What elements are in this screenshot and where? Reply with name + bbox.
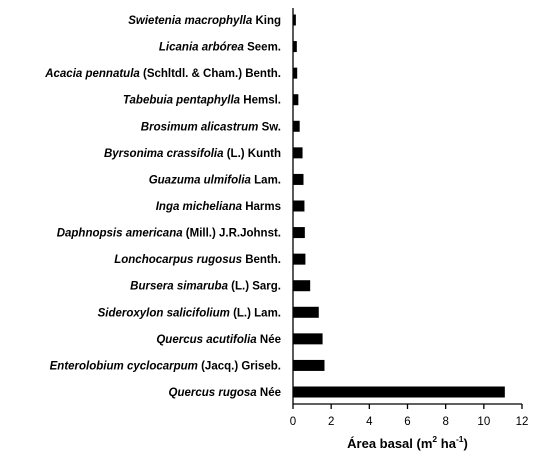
- category-label: Quercus acutifolia Née: [156, 334, 281, 346]
- category-label: Bursera simaruba (L.) Sarg.: [130, 281, 281, 293]
- bar: [293, 253, 306, 265]
- species-author: Seem.: [244, 42, 281, 54]
- x-ticks: 0 2 4 6 8 10 12: [290, 404, 529, 428]
- species-author: King: [252, 15, 281, 27]
- species-author: Sw.: [258, 121, 281, 133]
- species-author: (Schltdl. & Cham.) Benth.: [140, 68, 281, 80]
- species-name: Sideroxylon salicifolium: [98, 307, 230, 319]
- species-name: Quercus acutifolia: [156, 334, 257, 346]
- species-name: Acacia pennatula: [44, 68, 140, 80]
- bar: [293, 67, 298, 79]
- species-author: (L.) Lam.: [230, 307, 281, 319]
- species-author: Harms: [242, 201, 281, 213]
- bar: [293, 200, 305, 212]
- species-name: Daphnopsis americana: [57, 228, 184, 240]
- bar: [293, 227, 305, 239]
- bar: [293, 173, 304, 185]
- x-tick-label: 4: [366, 416, 373, 428]
- species-author: Née: [257, 387, 281, 399]
- bars-group: [293, 14, 505, 398]
- species-author: (L.) Kunth: [224, 148, 281, 160]
- bar: [293, 306, 319, 318]
- species-name: Brosimum alicastrum: [141, 121, 259, 133]
- species-name: Guazuma ulmifolia: [149, 174, 252, 186]
- bar: [293, 120, 300, 132]
- category-label: Quercus rugosa Née: [169, 387, 282, 399]
- bar: [293, 280, 311, 292]
- category-label: Licania arbórea Seem.: [159, 42, 281, 54]
- bar: [293, 147, 303, 159]
- species-name: Tabebuia pentaphylla: [123, 95, 241, 107]
- x-tick-label: 2: [328, 416, 334, 428]
- category-label: Daphnopsis americana (Mill.) J.R.Johnst.: [57, 228, 281, 240]
- species-author: (Jacq.) Griseb.: [198, 360, 281, 372]
- species-name: Byrsonima crassifolia: [104, 148, 224, 160]
- species-name: Enterolobium cyclocarpum: [50, 360, 198, 372]
- species-author: Benth.: [242, 254, 281, 266]
- x-tick-label: 8: [442, 416, 448, 428]
- species-author: Hemsl.: [240, 95, 281, 107]
- x-tick-label: 6: [404, 416, 410, 428]
- x-tick-label: 10: [477, 416, 490, 428]
- species-name: Swietenia macrophylla: [128, 15, 253, 27]
- category-label: Lonchocarpus rugosus Benth.: [114, 254, 281, 266]
- x-tick-label: 12: [516, 416, 529, 428]
- bar: [293, 386, 505, 398]
- category-label: Inga micheliana Harms: [156, 201, 281, 213]
- category-label: Brosimum alicastrum Sw.: [141, 121, 281, 133]
- species-author: Lam.: [251, 174, 281, 186]
- category-label: Enterolobium cyclocarpum (Jacq.) Griseb.: [50, 360, 281, 372]
- category-label: Sideroxylon salicifolium (L.) Lam.: [98, 307, 281, 319]
- bar: [293, 333, 323, 345]
- species-author: (L.) Sarg.: [228, 281, 281, 293]
- species-name: Quercus rugosa: [169, 387, 258, 399]
- category-label: Guazuma ulmifolia Lam.: [149, 174, 281, 186]
- species-name: Licania arbórea: [159, 42, 245, 54]
- bar: [293, 14, 296, 26]
- species-author: Née: [257, 334, 281, 346]
- x-tick-label: 0: [290, 416, 296, 428]
- category-labels: Swietenia macrophylla King Licania arbóre…: [44, 15, 281, 399]
- x-axis-title: Área basal (m2 ha-1): [347, 434, 468, 451]
- species-name: Bursera simaruba: [130, 281, 228, 293]
- species-name: Inga micheliana: [156, 201, 243, 213]
- bar: [293, 41, 297, 53]
- category-label: Swietenia macrophylla King: [128, 15, 281, 27]
- species-author: (Mill.) J.R.Johnst.: [183, 228, 281, 240]
- category-label: Byrsonima crassifolia (L.) Kunth: [104, 148, 281, 160]
- category-label: Acacia pennatula (Schltdl. & Cham.) Bent…: [44, 68, 281, 80]
- bar: [293, 359, 325, 371]
- species-name: Lonchocarpus rugosus: [114, 254, 242, 266]
- bar: [293, 94, 299, 106]
- category-label: Tabebuia pentaphylla Hemsl.: [123, 95, 281, 107]
